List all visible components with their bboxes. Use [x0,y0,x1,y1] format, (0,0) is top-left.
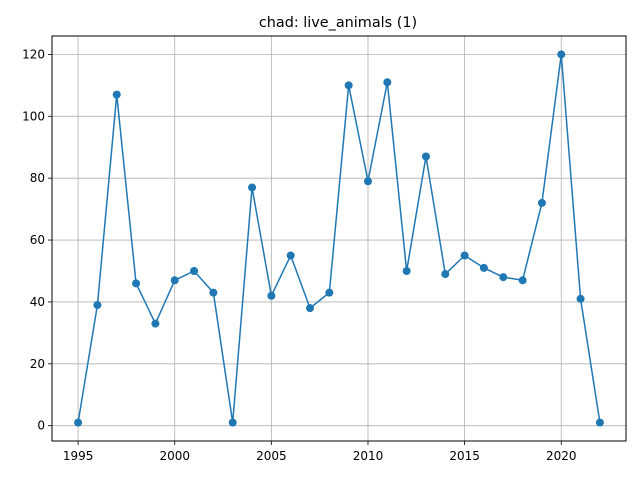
data-point [479,263,488,272]
y-axis: 0 20 40 60 80 100 120 [22,47,52,433]
data-point [112,90,121,99]
data-point [402,266,411,275]
data-point [248,183,257,192]
data-point [344,81,353,90]
y-tick-label: 40 [30,295,45,309]
data-point [190,266,199,275]
series-line [77,53,601,424]
y-tick-label: 120 [22,47,45,61]
data-point [518,276,527,285]
data-point [441,270,450,279]
x-tick-label: 2010 [353,449,384,463]
data-point [421,152,430,161]
data-point [537,198,546,207]
data-point [228,418,237,427]
x-tick-label: 2015 [449,449,480,463]
y-tick-label: 0 [37,419,45,433]
y-tick-label: 80 [30,171,45,185]
data-point [460,251,469,260]
data-point [170,276,179,285]
data-point [576,294,585,303]
data-point [209,288,218,297]
x-tick-label: 2005 [256,449,287,463]
x-axis: 1995 2000 2005 2010 2015 2020 [63,441,577,463]
data-point [286,251,295,260]
data-point [325,288,334,297]
plot-frame [51,35,627,442]
data-point [267,291,276,300]
data-point [557,50,566,59]
series-line-group [74,50,604,427]
data-point [363,177,372,186]
chart-title: chad: live_animals (1) [259,15,417,31]
data-point [383,78,392,87]
y-tick-label: 60 [30,233,45,247]
data-point [132,279,141,288]
data-point [595,418,604,427]
data-point [306,304,315,313]
y-tick-label: 20 [30,357,45,371]
y-tick-label: 100 [22,109,45,123]
data-point [499,273,508,282]
x-tick-label: 1995 [63,449,94,463]
grid-lines [52,36,626,441]
data-point [151,319,160,328]
x-tick-label: 2020 [546,449,577,463]
data-point [74,418,83,427]
data-point [93,301,102,310]
x-tick-label: 2000 [159,449,190,463]
